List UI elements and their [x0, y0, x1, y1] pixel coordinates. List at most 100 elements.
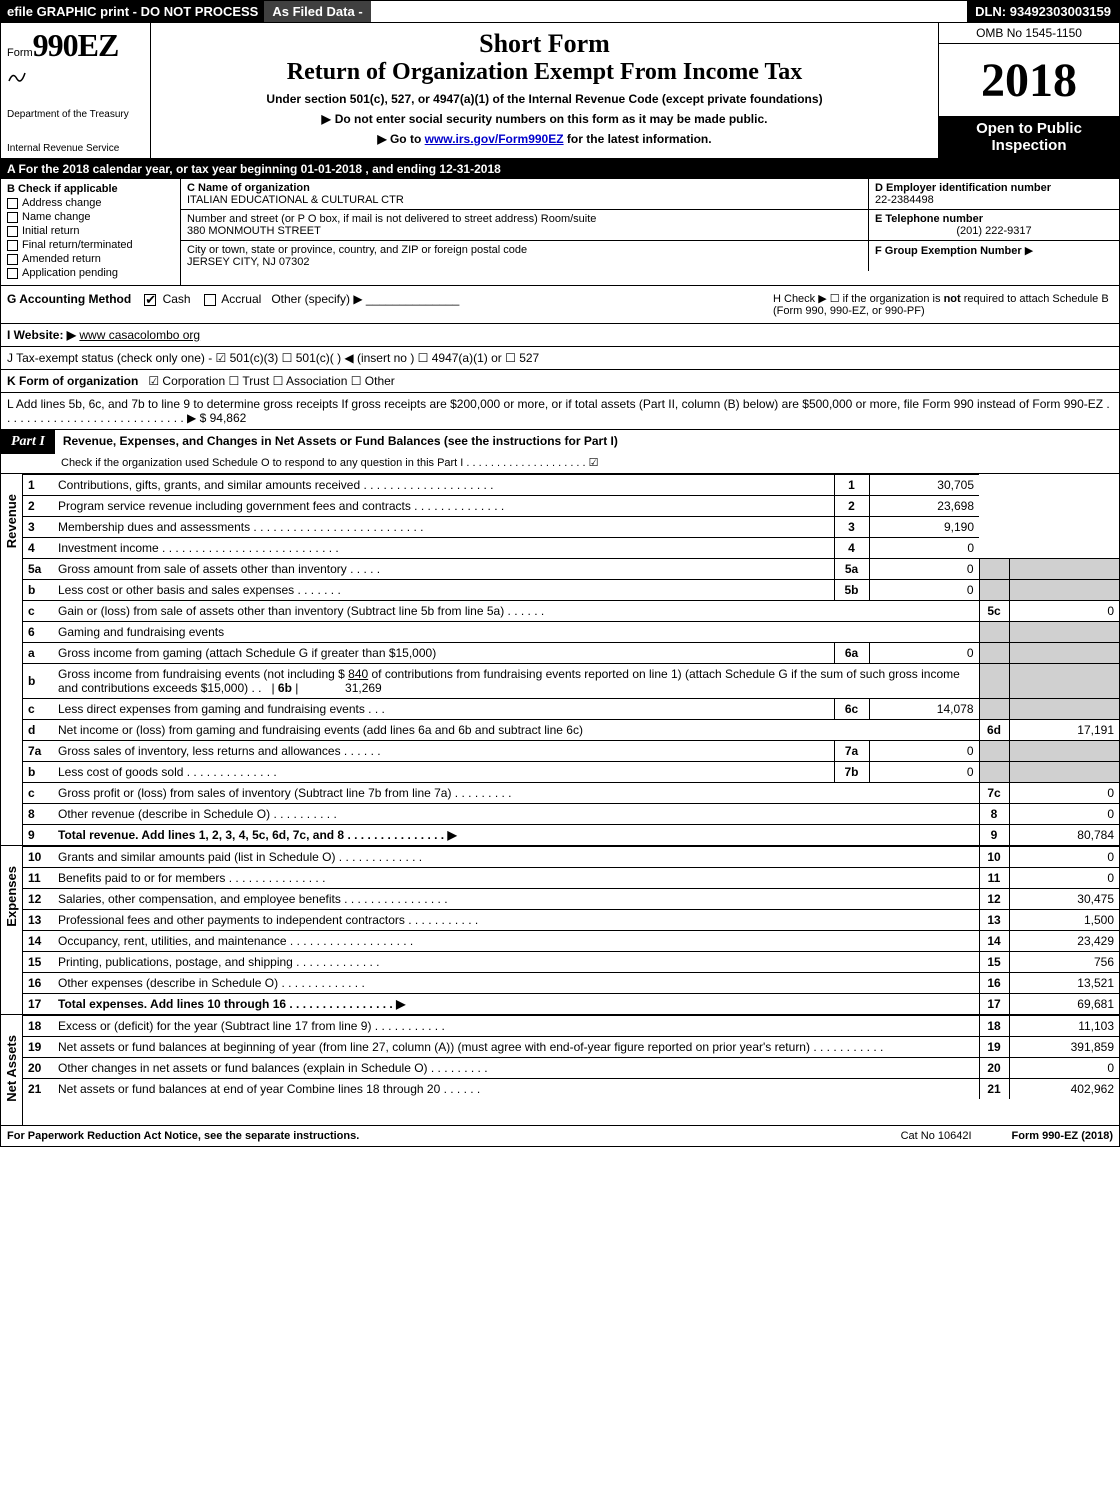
i-website: www casacolombo org — [79, 328, 200, 342]
chk-app-pending[interactable]: Application pending — [7, 267, 174, 279]
row-2: 2Program service revenue including gover… — [23, 496, 1119, 517]
f-group: F Group Exemption Number ▶ — [869, 241, 1119, 260]
row-9: 9Total revenue. Add lines 1, 2, 3, 4, 5c… — [23, 825, 1119, 846]
ssn-warning: Do not enter social security numbers on … — [161, 112, 928, 126]
row-21: 21Net assets or fund balances at end of … — [23, 1079, 1119, 1100]
row-8: 8Other revenue (describe in Schedule O) … — [23, 804, 1119, 825]
form-990ez: 990EZ — [33, 27, 119, 63]
form-number: Form990EZ — [7, 27, 144, 64]
netassets-side-label: Net Assets — [1, 1015, 23, 1125]
row-6: 6Gaming and fundraising events — [23, 622, 1119, 643]
c-name-row: C Name of organization ITALIAN EDUCATION… — [181, 179, 869, 210]
form-container: efile GRAPHIC print - DO NOT PROCESS As … — [0, 0, 1120, 1147]
header-right: OMB No 1545-1150 2018 Open to Public Ins… — [939, 23, 1119, 158]
row-20: 20Other changes in net assets or fund ba… — [23, 1058, 1119, 1079]
row-l: L Add lines 5b, 6c, and 7b to line 9 to … — [1, 393, 1119, 430]
col-c: C Name of organization ITALIAN EDUCATION… — [181, 179, 869, 285]
h-not: not — [944, 293, 961, 305]
f-group-label: F Group Exemption Number — [875, 245, 1022, 257]
row-17: 17Total expenses. Add lines 10 through 1… — [23, 994, 1119, 1015]
c-street-row: Number and street (or P O box, if mail i… — [181, 210, 869, 241]
footer-left: For Paperwork Reduction Act Notice, see … — [7, 1130, 359, 1142]
top-bar: efile GRAPHIC print - DO NOT PROCESS As … — [1, 1, 1119, 23]
j-text: J Tax-exempt status (check only one) - ☑… — [7, 351, 539, 365]
line-a-end: 12-31-2018 — [439, 162, 500, 176]
chk-cash[interactable] — [144, 294, 156, 306]
line-a-mid: , and ending — [365, 162, 439, 176]
row-14: 14Occupancy, rent, utilities, and mainte… — [23, 931, 1119, 952]
goto-post: for the latest information. — [564, 132, 712, 146]
row-i: I Website: ▶ www casacolombo org — [1, 324, 1119, 347]
i-label: I Website: ▶ — [7, 328, 76, 342]
efile-banner: efile GRAPHIC print - DO NOT PROCESS — [1, 1, 264, 22]
expenses-side-label: Expenses — [1, 846, 23, 1014]
dept-treasury: Department of the Treasury — [7, 109, 144, 120]
row-k: K Form of organization ☑ Corporation ☐ T… — [1, 370, 1119, 393]
footer-form: Form 990-EZ (2018) — [1012, 1130, 1113, 1142]
row-5c: cGain or (loss) from sale of assets othe… — [23, 601, 1119, 622]
goto-line: ▶ Go to www.irs.gov/Form990EZ for the la… — [161, 132, 928, 146]
row-6b: bGross income from fundraising events (n… — [23, 664, 1119, 699]
revenue-table: 1Contributions, gifts, grants, and simil… — [23, 474, 1119, 845]
e-tel-value: (201) 222-9317 — [875, 225, 1113, 237]
row-6a: aGross income from gaming (attach Schedu… — [23, 643, 1119, 664]
revenue-side-label: Revenue — [1, 474, 23, 845]
dln-label: DLN: — [975, 4, 1006, 19]
row-5b: bLess cost or other basis and sales expe… — [23, 580, 1119, 601]
row-6c: cLess direct expenses from gaming and fu… — [23, 699, 1119, 720]
row-13: 13Professional fees and other payments t… — [23, 910, 1119, 931]
form-prefix: Form — [7, 47, 33, 59]
section-bcd: B Check if applicable Address change Nam… — [1, 179, 1119, 286]
line-a-begin: 01-01-2018 — [301, 162, 362, 176]
chk-name-change[interactable]: Name change — [7, 211, 174, 223]
k-opts: ☑ Corporation ☐ Trust ☐ Association ☐ Ot… — [148, 374, 394, 388]
row-6d: dNet income or (loss) from gaming and fu… — [23, 720, 1119, 741]
signature-icon — [7, 67, 27, 85]
dln: DLN: 93492303003159 — [967, 1, 1119, 22]
f-group-arrow: ▶ — [1025, 245, 1033, 257]
h-schedule-b: H Check ▶ ☐ if the organization is not r… — [773, 292, 1113, 317]
open-public: Open to Public Inspection — [939, 116, 1119, 158]
part-i-tab: Part I — [1, 430, 55, 454]
c-street-label: Number and street (or P O box, if mail i… — [187, 213, 862, 225]
row-gh: G Accounting Method Cash Accrual Other (… — [1, 286, 1119, 324]
row-10: 10Grants and similar amounts paid (list … — [23, 847, 1119, 868]
chk-amended[interactable]: Amended return — [7, 253, 174, 265]
row-15: 15Printing, publications, postage, and s… — [23, 952, 1119, 973]
tax-year: 2018 — [939, 44, 1119, 116]
line-a-pre: A For the 2018 calendar year, or tax yea… — [7, 162, 301, 176]
part-i-header: Part I Revenue, Expenses, and Changes in… — [1, 430, 1119, 454]
e-tel-label: E Telephone number — [875, 213, 1113, 225]
c-name-label: C Name of organization — [187, 182, 862, 194]
dept-irs: Internal Revenue Service — [7, 143, 144, 154]
under-section: Under section 501(c), 527, or 4947(a)(1)… — [161, 92, 928, 106]
as-filed-label: As Filed Data - — [264, 1, 370, 22]
chk-initial-return[interactable]: Initial return — [7, 225, 174, 237]
c-city-value: JERSEY CITY, NJ 07302 — [187, 256, 862, 268]
form-header: Form990EZ Department of the Treasury Int… — [1, 23, 1119, 159]
chk-final-return[interactable]: Final return/terminated — [7, 239, 174, 251]
g-accounting: G Accounting Method Cash Accrual Other (… — [7, 292, 773, 317]
part-i-sub: Check if the organization used Schedule … — [1, 454, 1119, 474]
goto-pre: Go to — [390, 132, 425, 146]
row-12: 12Salaries, other compensation, and empl… — [23, 889, 1119, 910]
d-ein-label: D Employer identification number — [875, 182, 1113, 194]
chk-address-change[interactable]: Address change — [7, 197, 174, 209]
line-a: A For the 2018 calendar year, or tax yea… — [1, 159, 1119, 179]
netassets-section: Net Assets 18Excess or (deficit) for the… — [1, 1014, 1119, 1125]
omb-number: OMB No 1545-1150 — [939, 23, 1119, 44]
row-7b: bLess cost of goods sold . . . . . . . .… — [23, 762, 1119, 783]
b-label: B Check if applicable — [7, 183, 174, 195]
g-label: G Accounting Method — [7, 292, 131, 306]
return-title: Return of Organization Exempt From Incom… — [161, 59, 928, 86]
revenue-section: Revenue 1Contributions, gifts, grants, a… — [1, 474, 1119, 845]
row-7c: cGross profit or (loss) from sales of in… — [23, 783, 1119, 804]
c-city-row: City or town, state or province, country… — [181, 241, 869, 271]
l-amt: 94,862 — [210, 411, 247, 425]
goto-link[interactable]: www.irs.gov/Form990EZ — [425, 132, 564, 146]
c-street-value: 380 MONMOUTH STREET — [187, 225, 862, 237]
chk-accrual[interactable] — [204, 294, 216, 306]
row-3: 3Membership dues and assessments . . . .… — [23, 517, 1119, 538]
d-ein: D Employer identification number 22-2384… — [869, 179, 1119, 210]
row-18: 18Excess or (deficit) for the year (Subt… — [23, 1016, 1119, 1037]
